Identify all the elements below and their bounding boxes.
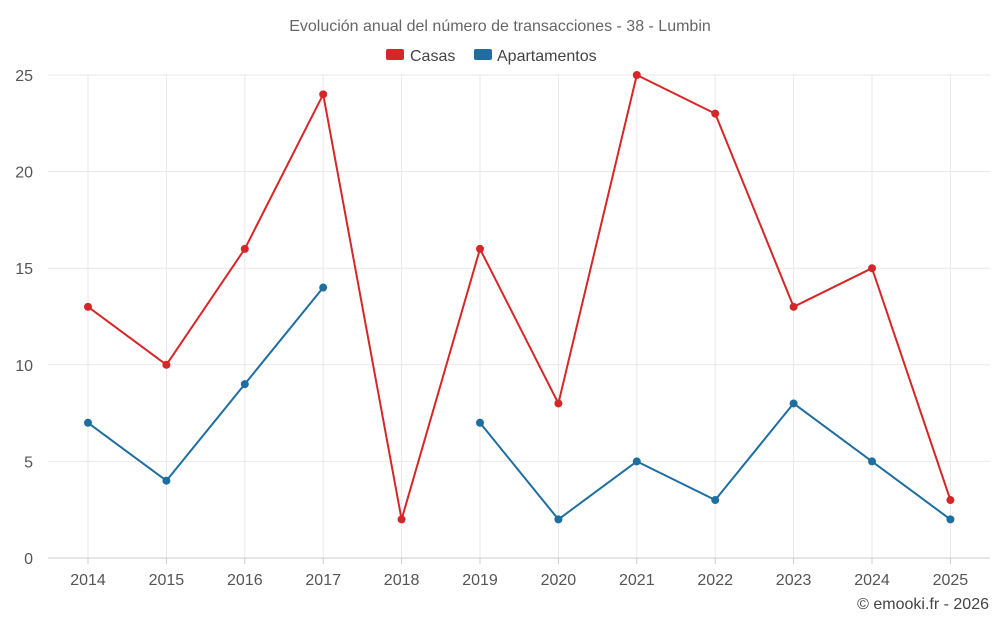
x-tick-label: 2018 (384, 572, 420, 589)
data-point-apartamentos-2021[interactable] (632, 457, 641, 466)
y-tick-label: 0 (24, 551, 33, 568)
data-point-apartamentos-2020[interactable] (554, 515, 563, 524)
data-point-casas-2020[interactable] (554, 399, 563, 408)
y-tick-label: 15 (15, 261, 33, 278)
data-point-casas-2015[interactable] (162, 360, 171, 369)
legend-label-apartamentos: Apartamentos (497, 48, 597, 65)
legend-item-apartamentos[interactable]: Apartamentos (474, 48, 597, 65)
data-point-casas-2019[interactable] (476, 244, 484, 253)
legend-swatch-apartamentos (474, 49, 492, 60)
data-point-apartamentos-2014[interactable] (84, 418, 92, 427)
x-tick-label: 2021 (619, 572, 655, 589)
x-tick-label: 2020 (541, 572, 577, 589)
credit-text: © emooki.fr - 2026 (857, 596, 989, 613)
data-point-apartamentos-2016[interactable] (240, 380, 249, 389)
data-point-apartamentos-2025[interactable] (946, 515, 955, 524)
y-tick-label: 25 (15, 68, 33, 85)
data-point-apartamentos-2024[interactable] (868, 457, 876, 466)
chart-title: Evolución anual del número de transaccio… (289, 18, 711, 35)
data-point-casas-2022[interactable] (711, 109, 720, 118)
data-point-casas-2016[interactable] (240, 244, 249, 253)
data-point-casas-2023[interactable] (789, 302, 798, 311)
y-tick-label: 5 (24, 454, 33, 471)
x-tick-label: 2014 (70, 572, 106, 589)
x-tick-label: 2025 (933, 572, 969, 589)
grid (48, 74, 990, 558)
x-tick-label: 2019 (462, 572, 498, 589)
x-tick-label: 2024 (854, 572, 890, 589)
x-tick-label: 2015 (149, 572, 185, 589)
legend-label-casas: Casas (410, 48, 455, 65)
legend: Casas Apartamentos (386, 48, 597, 65)
data-point-casas-2017[interactable] (319, 90, 328, 99)
data-point-casas-2025[interactable] (946, 496, 955, 505)
data-point-apartamentos-2022[interactable] (711, 496, 720, 505)
data-point-casas-2021[interactable] (632, 71, 641, 79)
y-tick-label: 20 (15, 165, 33, 182)
legend-swatch-casas (386, 49, 404, 60)
x-tick-label: 2016 (227, 572, 263, 589)
x-tick-label: 2023 (776, 572, 812, 589)
data-point-casas-2014[interactable] (84, 302, 92, 311)
data-point-casas-2024[interactable] (868, 264, 876, 273)
x-tick-label: 2017 (305, 572, 341, 589)
data-point-apartamentos-2023[interactable] (789, 399, 798, 408)
data-point-casas-2018[interactable] (397, 515, 406, 524)
series-lines (87, 74, 952, 521)
series-line-casas (87, 74, 952, 521)
y-tick-label: 10 (15, 358, 33, 375)
series-points (84, 71, 955, 524)
data-point-apartamentos-2015[interactable] (162, 476, 171, 485)
data-point-apartamentos-2019[interactable] (476, 418, 484, 427)
data-point-apartamentos-2017[interactable] (319, 283, 328, 292)
x-tick-label: 2022 (697, 572, 733, 589)
series-line-apartamentos (87, 286, 951, 521)
legend-item-casas[interactable]: Casas (386, 48, 455, 65)
